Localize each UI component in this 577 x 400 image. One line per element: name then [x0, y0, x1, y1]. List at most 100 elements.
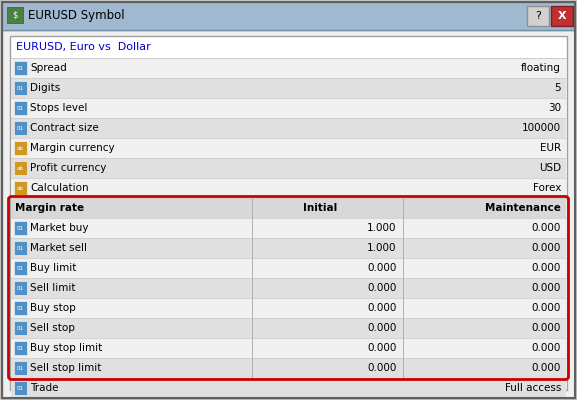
Text: Contract size: Contract size: [30, 123, 99, 133]
Bar: [11, 358, 566, 378]
Bar: [11, 78, 566, 98]
Text: EURUSD, Euro vs  Dollar: EURUSD, Euro vs Dollar: [16, 42, 151, 52]
Text: Margin currency: Margin currency: [30, 143, 115, 153]
Bar: [11, 158, 566, 178]
Text: floating: floating: [521, 63, 561, 73]
Bar: [13, 221, 27, 235]
Bar: [11, 298, 566, 318]
Bar: [11, 378, 566, 398]
Bar: [13, 141, 27, 155]
Bar: [11, 138, 566, 158]
Text: Initial: Initial: [304, 203, 338, 213]
Text: 0.000: 0.000: [531, 243, 561, 253]
Text: 01: 01: [17, 86, 24, 90]
Text: Sell limit: Sell limit: [30, 283, 76, 293]
Text: 01: 01: [17, 266, 24, 270]
Text: ab: ab: [17, 166, 24, 170]
Text: 01: 01: [17, 106, 24, 110]
Text: 0.000: 0.000: [531, 343, 561, 353]
Bar: [2, 2, 575, 30]
Text: EURUSD Symbol: EURUSD Symbol: [28, 10, 125, 22]
Text: 0.000: 0.000: [368, 303, 396, 313]
Text: Market sell: Market sell: [30, 243, 87, 253]
Text: Sell stop limit: Sell stop limit: [30, 363, 102, 373]
Text: 0.000: 0.000: [531, 323, 561, 333]
Text: USD: USD: [539, 163, 561, 173]
Bar: [11, 98, 566, 118]
Text: Stops level: Stops level: [30, 103, 87, 113]
Bar: [10, 36, 567, 390]
Text: 01: 01: [17, 226, 24, 230]
Bar: [11, 218, 566, 238]
Bar: [13, 301, 27, 315]
Text: Profit currency: Profit currency: [30, 163, 106, 173]
Bar: [13, 261, 27, 275]
Text: 30: 30: [548, 103, 561, 113]
Text: Calculation: Calculation: [30, 183, 89, 193]
Text: Buy stop limit: Buy stop limit: [30, 343, 102, 353]
Bar: [11, 58, 566, 78]
Text: Margin rate: Margin rate: [15, 203, 84, 213]
Text: Forex: Forex: [533, 183, 561, 193]
Bar: [13, 241, 27, 255]
Text: Buy stop: Buy stop: [30, 303, 76, 313]
Text: Market buy: Market buy: [30, 223, 88, 233]
Text: Maintenance: Maintenance: [485, 203, 561, 213]
Bar: [7, 7, 23, 23]
Text: 0.000: 0.000: [368, 343, 396, 353]
Bar: [11, 118, 566, 138]
Text: 5: 5: [554, 83, 561, 93]
Bar: [11, 318, 566, 338]
Bar: [13, 161, 27, 175]
Text: 100000: 100000: [522, 123, 561, 133]
Bar: [13, 181, 27, 195]
Text: Spread: Spread: [30, 63, 67, 73]
Text: Trade: Trade: [30, 383, 58, 393]
Text: ab: ab: [17, 146, 24, 150]
Text: 01: 01: [17, 66, 24, 70]
Text: 01: 01: [17, 306, 24, 310]
Bar: [13, 101, 27, 115]
Bar: [11, 278, 566, 298]
Text: Sell stop: Sell stop: [30, 323, 75, 333]
Bar: [11, 258, 566, 278]
Bar: [13, 381, 27, 395]
Text: 01: 01: [17, 326, 24, 330]
Text: 0.000: 0.000: [531, 283, 561, 293]
Text: 1.000: 1.000: [367, 223, 396, 233]
Bar: [13, 121, 27, 135]
Bar: [11, 198, 566, 218]
Text: 0.000: 0.000: [368, 263, 396, 273]
Text: 01: 01: [17, 386, 24, 390]
Text: 01: 01: [17, 126, 24, 130]
Text: 0.000: 0.000: [368, 363, 396, 373]
Text: 0.000: 0.000: [368, 323, 396, 333]
Text: 0.000: 0.000: [531, 223, 561, 233]
Bar: [13, 341, 27, 355]
Text: 0.000: 0.000: [531, 263, 561, 273]
Bar: [11, 238, 566, 258]
Bar: [13, 281, 27, 295]
Bar: [13, 81, 27, 95]
Text: 01: 01: [17, 246, 24, 250]
Bar: [551, 6, 573, 26]
Bar: [11, 178, 566, 198]
Text: 0.000: 0.000: [368, 283, 396, 293]
Text: Digits: Digits: [30, 83, 60, 93]
Bar: [527, 6, 549, 26]
Text: EUR: EUR: [540, 143, 561, 153]
Text: 01: 01: [17, 346, 24, 350]
Bar: [13, 321, 27, 335]
Text: $: $: [12, 10, 18, 20]
Text: 0.000: 0.000: [531, 363, 561, 373]
Text: 0.000: 0.000: [531, 303, 561, 313]
Text: X: X: [558, 11, 566, 21]
Text: Buy limit: Buy limit: [30, 263, 76, 273]
Bar: [11, 338, 566, 358]
Bar: [13, 61, 27, 75]
Text: 01: 01: [17, 286, 24, 290]
Text: 01: 01: [17, 366, 24, 370]
Text: Full access: Full access: [505, 383, 561, 393]
Text: ab: ab: [17, 186, 24, 190]
Bar: [13, 361, 27, 375]
